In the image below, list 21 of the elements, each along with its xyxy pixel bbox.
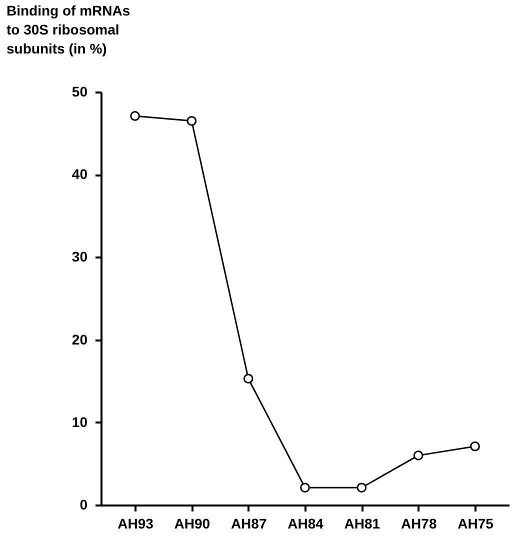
point (356, 482, 367, 493)
point (243, 374, 254, 384)
point (300, 482, 310, 493)
y-tick-label: 50 (72, 84, 88, 100)
point (470, 441, 480, 452)
x-tick-label: AH90 (174, 516, 210, 532)
x-tick-label: AH81 (344, 516, 380, 532)
y-tick-label: 20 (72, 331, 88, 348)
x-tick-label: AH93 (118, 516, 154, 532)
x-tick-label: AH87 (230, 516, 267, 532)
point (186, 116, 197, 126)
y-tick-label: 40 (72, 166, 88, 182)
point (413, 450, 424, 460)
y-axis-title: Binding of mRNAs to 30S ribosomal subunits (in %) (6, 2, 130, 56)
point (130, 111, 140, 121)
x-tick-label: AH78 (400, 516, 437, 532)
y-tick-label: 0 (80, 496, 88, 512)
y-tick-label: 10 (72, 414, 88, 430)
x-tick-label: AH75 (458, 516, 494, 532)
x-tick-label: AH84 (288, 516, 324, 532)
y-tick-label: 30 (72, 248, 88, 265)
